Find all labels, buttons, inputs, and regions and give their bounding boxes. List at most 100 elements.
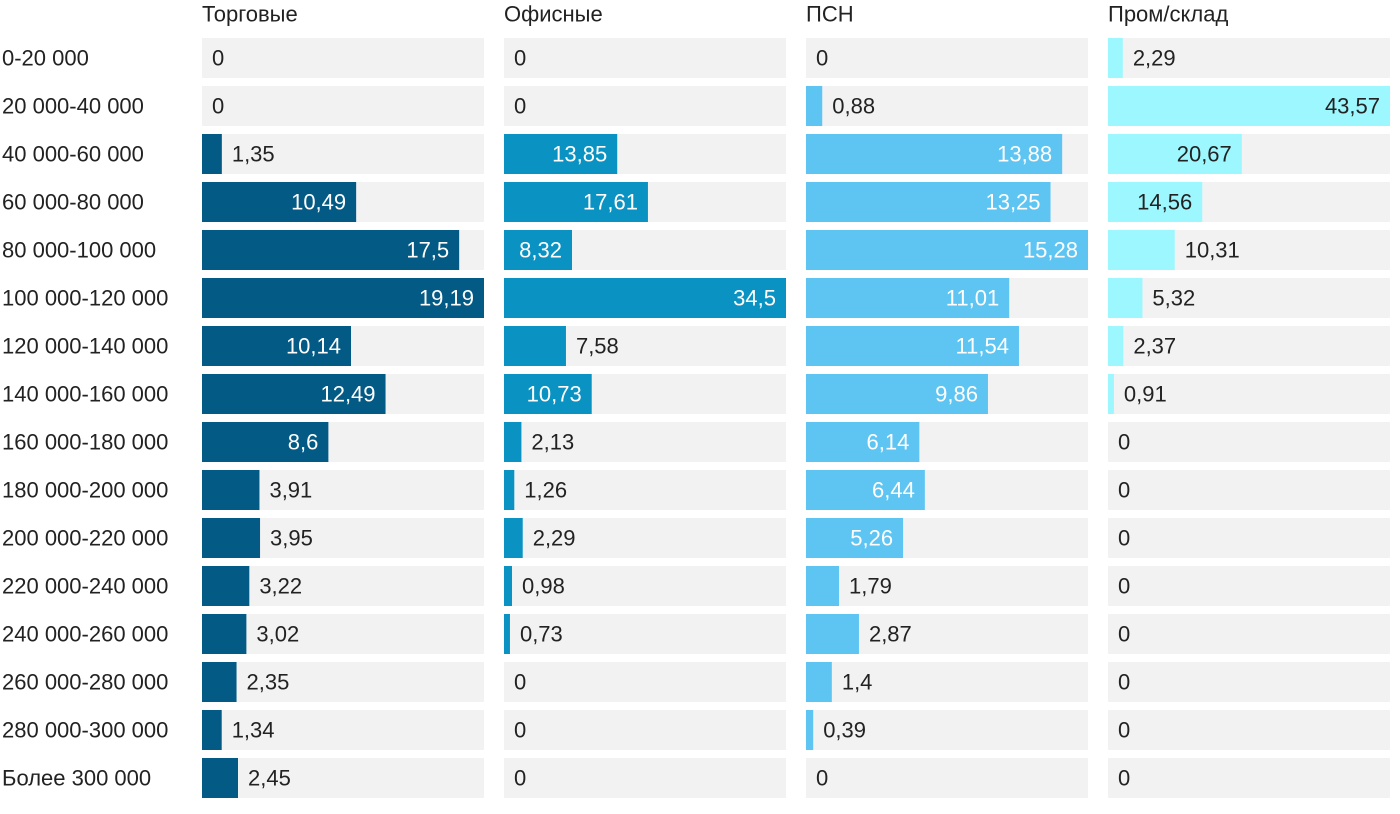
track-3-11 xyxy=(1108,566,1390,606)
track-3-5 xyxy=(1108,278,1390,318)
track-2-15 xyxy=(806,758,1088,798)
series-title-0: Торговые xyxy=(202,2,298,27)
track-0-12 xyxy=(202,614,484,654)
value-label-3-2: 20,67 xyxy=(1177,142,1232,167)
track-0-15 xyxy=(202,758,484,798)
value-label-1-12: 0,73 xyxy=(520,622,563,647)
bar-0-13 xyxy=(202,662,237,702)
bar-2-8 xyxy=(806,422,920,462)
bar-2-2 xyxy=(806,134,1063,174)
row-label-11: 220 000-240 000 xyxy=(2,574,168,599)
value-label-0-12: 3,02 xyxy=(256,622,299,647)
bar-3-5 xyxy=(1108,278,1143,318)
track-1-9 xyxy=(504,470,786,510)
track-0-0 xyxy=(202,38,484,78)
bar-2-10 xyxy=(806,518,904,558)
value-label-2-1: 0,88 xyxy=(832,94,875,119)
bar-0-15 xyxy=(202,758,239,798)
panel-офисные: Офисные 0 0 13,85 17,61 8,32 34,5 7,58 10,73 2,13… xyxy=(504,2,786,798)
value-label-3-15: 0 xyxy=(1118,766,1130,791)
value-label-0-4: 17,5 xyxy=(406,238,449,263)
bar-0-3 xyxy=(202,182,357,222)
value-label-1-2: 13,85 xyxy=(552,142,607,167)
bar-2-7 xyxy=(806,374,988,414)
track-1-12 xyxy=(504,614,786,654)
bar-2-3 xyxy=(806,182,1051,222)
track-2-1 xyxy=(806,86,1088,126)
row-label-15: Более 300 000 xyxy=(2,766,151,791)
value-label-3-14: 0 xyxy=(1118,718,1130,743)
value-label-1-4: 8,32 xyxy=(519,238,562,263)
bar-1-12 xyxy=(504,614,510,654)
bar-3-0 xyxy=(1108,38,1123,78)
track-0-1 xyxy=(202,86,484,126)
value-label-1-5: 34,5 xyxy=(733,286,776,311)
bar-0-11 xyxy=(202,566,250,606)
value-label-3-0: 2,29 xyxy=(1133,46,1176,71)
value-label-2-10: 5,26 xyxy=(850,526,893,551)
row-label-6: 120 000-140 000 xyxy=(2,334,168,359)
track-2-11 xyxy=(806,566,1088,606)
value-label-0-0: 0 xyxy=(212,46,224,71)
row-label-1: 20 000-40 000 xyxy=(2,94,144,119)
bar-3-1 xyxy=(1108,86,1390,126)
value-label-0-7: 12,49 xyxy=(320,382,375,407)
value-label-0-14: 1,34 xyxy=(232,718,275,743)
bar-3-7 xyxy=(1108,374,1114,414)
value-label-2-3: 13,25 xyxy=(985,190,1040,215)
track-3-14 xyxy=(1108,710,1390,750)
bar-1-3 xyxy=(504,182,648,222)
bar-2-14 xyxy=(806,710,814,750)
value-label-2-4: 15,28 xyxy=(1023,238,1078,263)
track-2-14 xyxy=(806,710,1088,750)
bar-1-8 xyxy=(504,422,522,462)
bar-1-4 xyxy=(504,230,573,270)
row-label-8: 160 000-180 000 xyxy=(2,430,168,455)
value-label-3-10: 0 xyxy=(1118,526,1130,551)
track-3-6 xyxy=(1108,326,1390,366)
track-3-7 xyxy=(1108,374,1390,414)
value-label-1-9: 1,26 xyxy=(524,478,567,503)
panel-псн: ПСН00,8813,8813,2515,2811,0111,549,866,1… xyxy=(806,2,1088,798)
value-label-3-8: 0 xyxy=(1118,430,1130,455)
value-label-1-14: 0 xyxy=(514,718,526,743)
bar-0-14 xyxy=(202,710,222,750)
track-2-0 xyxy=(806,38,1088,78)
series-title-2: ПСН xyxy=(806,2,854,27)
value-label-0-15: 2,45 xyxy=(248,766,291,791)
value-label-2-12: 2,87 xyxy=(869,622,912,647)
value-label-2-2: 13,88 xyxy=(997,142,1052,167)
bar-2-5 xyxy=(806,278,1010,318)
track-1-8 xyxy=(504,422,786,462)
bar-0-5 xyxy=(202,278,484,318)
row-label-13: 260 000-280 000 xyxy=(2,670,168,695)
panel-пром-склад: Пром/склад 2,29 43,57 20,67 14,56 10,31 5,32 2,… xyxy=(1108,2,1390,798)
value-label-3-4: 10,31 xyxy=(1185,238,1240,263)
bar-3-2 xyxy=(1108,134,1242,174)
row-label-0: 0-20 000 xyxy=(2,46,89,71)
value-label-2-7: 9,86 xyxy=(935,382,978,407)
value-label-1-0: 0 xyxy=(514,46,526,71)
bar-0-10 xyxy=(202,518,261,558)
bar-2-13 xyxy=(806,662,832,702)
value-label-3-11: 0 xyxy=(1118,574,1130,599)
value-label-3-5: 5,32 xyxy=(1152,286,1195,311)
series-title-1: Офисные xyxy=(504,2,603,27)
bar-1-10 xyxy=(504,518,523,558)
value-label-1-11: 0,98 xyxy=(522,574,565,599)
value-label-0-11: 3,22 xyxy=(259,574,302,599)
track-1-0 xyxy=(504,38,786,78)
track-1-1 xyxy=(504,86,786,126)
value-label-0-1: 0 xyxy=(212,94,224,119)
row-label-5: 100 000-120 000 xyxy=(2,286,168,311)
track-0-14 xyxy=(202,710,484,750)
value-label-0-8: 8,6 xyxy=(288,430,319,455)
row-label-12: 240 000-260 000 xyxy=(2,622,168,647)
value-label-3-9: 0 xyxy=(1118,478,1130,503)
value-label-0-2: 1,35 xyxy=(232,142,275,167)
value-label-1-7: 10,73 xyxy=(527,382,582,407)
track-0-2 xyxy=(202,134,484,174)
track-3-10 xyxy=(1108,518,1390,558)
bar-1-5 xyxy=(504,278,786,318)
